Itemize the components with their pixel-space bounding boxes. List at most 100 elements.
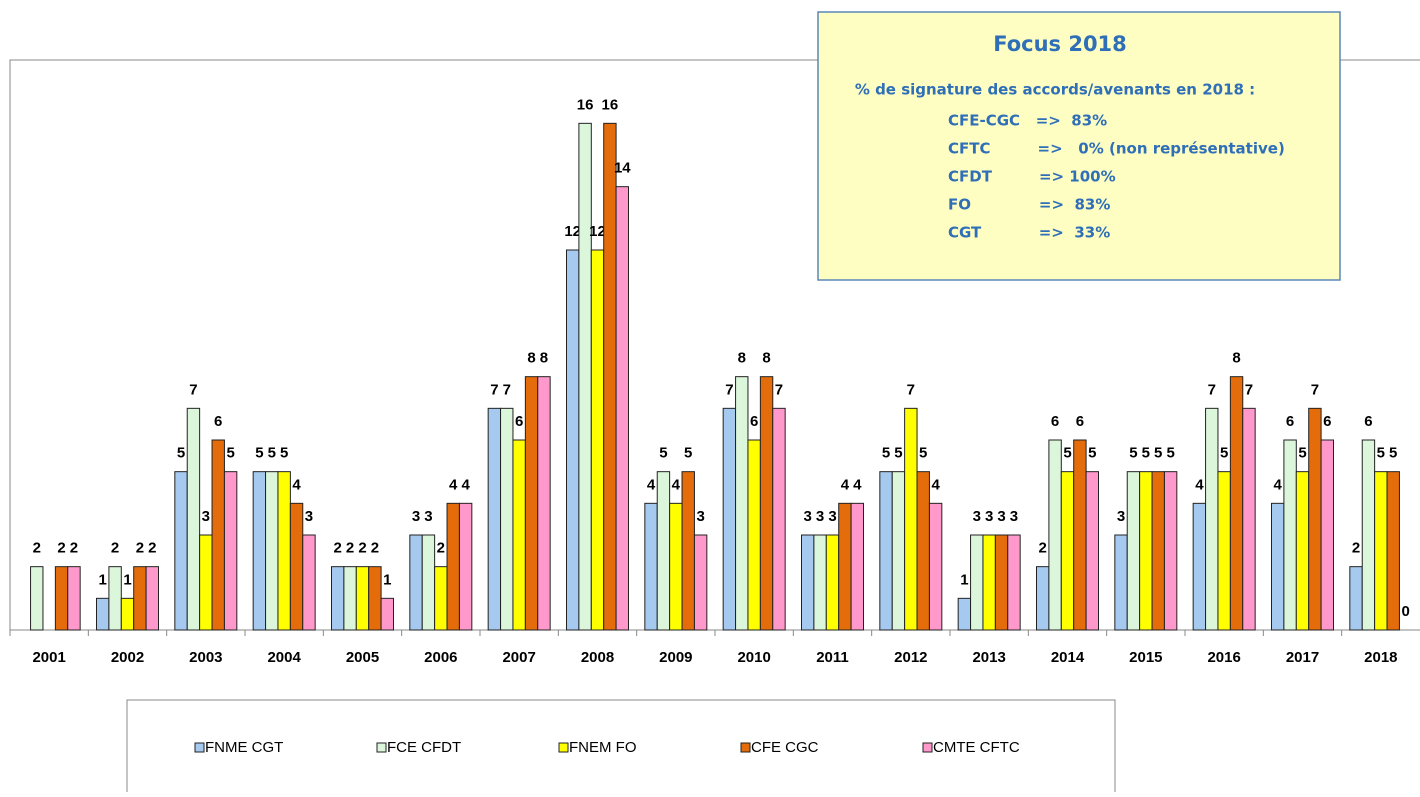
bar xyxy=(813,534,827,631)
legend-swatch xyxy=(922,742,933,753)
data-label: 4 xyxy=(449,476,458,493)
data-label: 3 xyxy=(202,508,210,525)
data-label: 5 xyxy=(1166,445,1174,462)
bar xyxy=(578,122,592,631)
bar xyxy=(1114,534,1128,631)
annotation-line: CFTC => 0% (non représentative) xyxy=(948,140,1285,158)
x-tick-label: 2008 xyxy=(581,649,614,666)
data-label: 2 xyxy=(33,540,41,557)
bar xyxy=(223,471,238,631)
bar xyxy=(409,534,423,631)
bar xyxy=(879,471,893,631)
bar xyxy=(500,407,514,631)
bar xyxy=(1242,407,1256,631)
data-label: 7 xyxy=(503,381,511,398)
x-tick-label: 2016 xyxy=(1207,649,1240,666)
legend-swatch xyxy=(740,742,751,753)
x-tick-label: 2013 xyxy=(972,649,1005,666)
data-label: 6 xyxy=(515,413,523,430)
bar xyxy=(970,534,984,631)
bar xyxy=(512,439,526,631)
bar xyxy=(801,534,815,631)
bar xyxy=(487,407,502,631)
data-label: 5 xyxy=(684,445,692,462)
bar xyxy=(211,439,225,631)
x-tick-label: 2010 xyxy=(737,649,770,666)
legend-label: FNME CGT xyxy=(205,739,283,756)
bar xyxy=(145,566,160,631)
data-label: 1 xyxy=(960,571,968,588)
data-label: 5 xyxy=(1088,445,1096,462)
annotation-box: Focus 2018 % de signature des accords/av… xyxy=(817,11,1341,281)
annotation-title: Focus 2018 xyxy=(993,32,1127,56)
bar xyxy=(590,249,605,631)
data-label: 7 xyxy=(775,381,783,398)
data-label: 6 xyxy=(1051,413,1059,430)
data-label: 2 xyxy=(57,540,65,557)
data-label: 2 xyxy=(148,540,156,557)
bar xyxy=(1060,471,1075,631)
data-label: 12 xyxy=(564,223,581,240)
data-label: 2 xyxy=(346,540,354,557)
data-label: 4 xyxy=(931,476,940,493)
annotation-bg xyxy=(817,11,1341,281)
annotation-line: CFE-CGC => 83% xyxy=(948,112,1107,130)
bar xyxy=(1308,407,1322,631)
bar xyxy=(957,597,972,631)
bar xyxy=(772,407,786,631)
bar xyxy=(120,597,135,631)
data-label: 4 xyxy=(1195,476,1204,493)
data-label: 5 xyxy=(882,445,890,462)
bar xyxy=(54,566,69,631)
legend-swatch xyxy=(558,742,569,753)
data-label: 3 xyxy=(985,508,993,525)
data-label: 2 xyxy=(136,540,144,557)
legend-label: FNEM FO xyxy=(569,739,637,756)
data-label: 5 xyxy=(1063,445,1071,462)
data-label: 8 xyxy=(762,350,770,367)
bar xyxy=(916,471,930,631)
bar xyxy=(1126,471,1141,631)
bar xyxy=(368,566,382,631)
data-label: 3 xyxy=(804,508,812,525)
data-label: 14 xyxy=(614,160,631,177)
bar xyxy=(1163,471,1178,631)
data-label: 1 xyxy=(383,571,391,588)
bar xyxy=(1151,471,1165,631)
data-label: 6 xyxy=(1364,413,1372,430)
bar xyxy=(759,376,774,631)
data-label: 8 xyxy=(527,350,535,367)
data-label: 6 xyxy=(1323,413,1331,430)
bar xyxy=(669,502,683,631)
data-label: 2 xyxy=(1352,540,1360,557)
data-label: 2 xyxy=(437,540,445,557)
data-label: 0 xyxy=(1401,603,1409,620)
data-label: 2 xyxy=(70,540,78,557)
bar xyxy=(1386,471,1400,631)
bar xyxy=(1007,534,1021,631)
bar xyxy=(994,534,1009,631)
x-tick-label: 2015 xyxy=(1129,649,1162,666)
data-label: 4 xyxy=(853,476,862,493)
data-label: 3 xyxy=(1010,508,1018,525)
x-tick-label: 2009 xyxy=(659,649,692,666)
bar xyxy=(603,122,617,631)
bar xyxy=(566,249,580,631)
data-label: 4 xyxy=(841,476,850,493)
bar xyxy=(30,566,44,631)
data-label: 4 xyxy=(647,476,656,493)
bar xyxy=(1361,439,1376,631)
bar xyxy=(133,566,147,631)
data-label: 1 xyxy=(99,571,107,588)
bar xyxy=(1320,439,1334,631)
bar xyxy=(1073,439,1087,631)
x-tick-label: 2018 xyxy=(1364,649,1397,666)
data-label: 5 xyxy=(1377,445,1385,462)
bar xyxy=(891,471,906,631)
x-tick-label: 2017 xyxy=(1286,649,1319,666)
bar xyxy=(838,502,852,631)
x-tick-label: 2006 xyxy=(424,649,457,666)
bar xyxy=(1374,471,1388,631)
data-label: 7 xyxy=(1208,381,1216,398)
annotation-subtitle: % de signature des accords/avenants en 2… xyxy=(855,81,1255,99)
